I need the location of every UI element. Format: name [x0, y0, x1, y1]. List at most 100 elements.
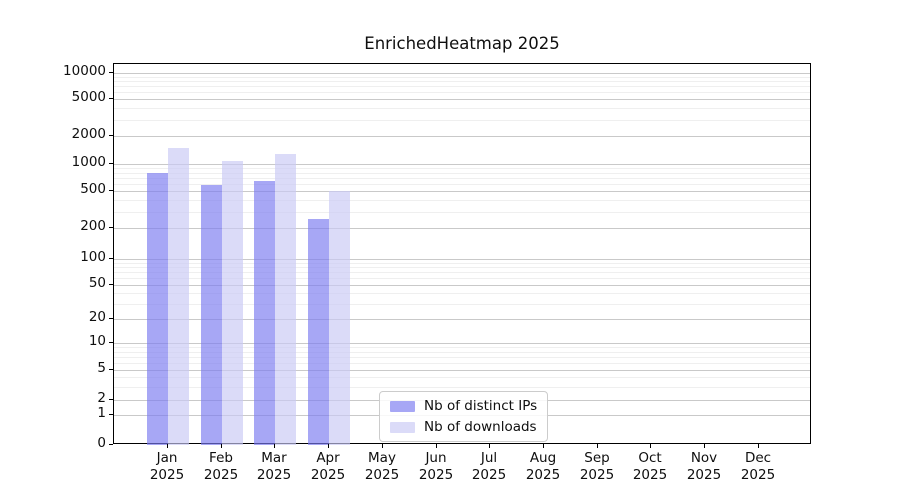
- y-tick-label-100: 100: [80, 249, 106, 265]
- gridline-minor-800: [114, 173, 810, 174]
- y-tick-1000: [109, 163, 113, 164]
- x-tick-label-apr: Apr 2025: [310, 450, 346, 483]
- x-tick-sep: [597, 444, 598, 448]
- x-tick-label-feb: Feb 2025: [203, 450, 239, 483]
- y-tick-label-2: 2: [97, 390, 106, 406]
- x-tick-label-jul: Jul 2025: [471, 450, 507, 483]
- y-tick-500: [109, 190, 113, 191]
- x-tick-aug: [543, 444, 544, 448]
- chart-title: EnrichedHeatmap 2025: [364, 34, 560, 53]
- gridline-major-1000: [114, 164, 810, 165]
- y-tick-0: [109, 444, 113, 445]
- y-tick-2000: [109, 135, 113, 136]
- y-tick-5: [109, 369, 113, 370]
- gridline-minor-4: [114, 377, 810, 378]
- gridline-minor-300: [114, 212, 810, 213]
- y-tick-label-1: 1: [97, 405, 106, 421]
- gridline-minor-6: [114, 363, 810, 364]
- legend-label-downloads: Nb of downloads: [424, 419, 537, 435]
- gridline-minor-80: [114, 267, 810, 268]
- gridline-minor-3: [114, 387, 810, 388]
- bar-distinct-ips-jan: [147, 173, 168, 445]
- y-tick-label-0: 0: [97, 435, 106, 451]
- x-tick-label-jun: Jun 2025: [418, 450, 454, 483]
- bar-downloads-mar: [275, 154, 296, 445]
- y-tick-20: [109, 318, 113, 319]
- x-tick-dec: [758, 444, 759, 448]
- gridline-minor-7: [114, 357, 810, 358]
- y-tick-label-2000: 2000: [71, 126, 106, 142]
- gridline-minor-7000: [114, 86, 810, 87]
- gridline-major-5000: [114, 99, 810, 100]
- y-tick-2: [109, 399, 113, 400]
- x-tick-label-nov: Nov 2025: [686, 450, 722, 483]
- gridline-major-200: [114, 228, 810, 229]
- x-tick-label-may: May 2025: [364, 450, 400, 483]
- y-tick-10: [109, 342, 113, 343]
- x-tick-label-aug: Aug 2025: [525, 450, 561, 483]
- x-tick-jan: [167, 444, 168, 448]
- gridline-minor-4000: [114, 108, 810, 109]
- x-tick-apr: [328, 444, 329, 448]
- gridline-minor-8: [114, 352, 810, 353]
- gridline-major-100: [114, 259, 810, 260]
- gridline-major-500: [114, 191, 810, 192]
- y-tick-50: [109, 284, 113, 285]
- y-tick-10000: [109, 72, 113, 73]
- gridline-major-10000: [114, 73, 810, 74]
- plot-area: Nb of distinct IPs Nb of downloads: [113, 63, 811, 445]
- legend-swatch-distinct-ips: [390, 400, 415, 412]
- gridline-major-50: [114, 285, 810, 286]
- legend-item-distinct-ips: Nb of distinct IPs: [390, 398, 537, 414]
- gridline-minor-30: [114, 304, 810, 305]
- y-tick-label-500: 500: [80, 181, 106, 197]
- x-tick-may: [382, 444, 383, 448]
- bar-downloads-jan: [168, 148, 189, 445]
- gridline-minor-6000: [114, 92, 810, 93]
- y-tick-label-5: 5: [97, 360, 106, 376]
- gridline-minor-40: [114, 293, 810, 294]
- y-tick-5000: [109, 98, 113, 99]
- gridline-major-2000: [114, 136, 810, 137]
- y-tick-1: [109, 414, 113, 415]
- legend-label-distinct-ips: Nb of distinct IPs: [424, 398, 538, 414]
- gridline-minor-60: [114, 278, 810, 279]
- x-tick-nov: [704, 444, 705, 448]
- y-tick-label-20: 20: [88, 309, 106, 325]
- gridline-major-10: [114, 343, 810, 344]
- gridline-minor-3000: [114, 120, 810, 121]
- gridline-minor-9: [114, 347, 810, 348]
- legend-swatch-downloads: [390, 421, 415, 433]
- gridline-minor-700: [114, 178, 810, 179]
- y-tick-label-1000: 1000: [71, 154, 106, 170]
- x-tick-jul: [489, 444, 490, 448]
- x-tick-jun: [436, 444, 437, 448]
- bar-distinct-ips-mar: [254, 180, 275, 445]
- x-tick-feb: [221, 444, 222, 448]
- x-tick-mar: [274, 444, 275, 448]
- y-tick-100: [109, 258, 113, 259]
- y-tick-label-10: 10: [88, 333, 106, 349]
- y-tick-label-5000: 5000: [71, 89, 106, 105]
- gridline-minor-8000: [114, 81, 810, 82]
- gridline-minor-900: [114, 168, 810, 169]
- x-tick-label-jan: Jan 2025: [149, 450, 185, 483]
- gridline-major-20: [114, 319, 810, 320]
- gridline-minor-70: [114, 272, 810, 273]
- gridline-minor-400: [114, 200, 810, 201]
- legend-item-downloads: Nb of downloads: [390, 419, 537, 435]
- x-tick-label-sep: Sep 2025: [579, 450, 615, 483]
- gridline-minor-9000: [114, 77, 810, 78]
- gridline-major-5: [114, 370, 810, 371]
- x-tick-label-oct: Oct 2025: [632, 450, 668, 483]
- y-tick-label-50: 50: [88, 275, 106, 291]
- y-tick-label-200: 200: [80, 218, 106, 234]
- y-tick-200: [109, 227, 113, 228]
- gridline-minor-600: [114, 184, 810, 185]
- x-tick-label-mar: Mar 2025: [256, 450, 292, 483]
- x-tick-oct: [650, 444, 651, 448]
- bar-distinct-ips-feb: [201, 184, 222, 445]
- gridline-minor-90: [114, 263, 810, 264]
- x-tick-label-dec: Dec 2025: [740, 450, 776, 483]
